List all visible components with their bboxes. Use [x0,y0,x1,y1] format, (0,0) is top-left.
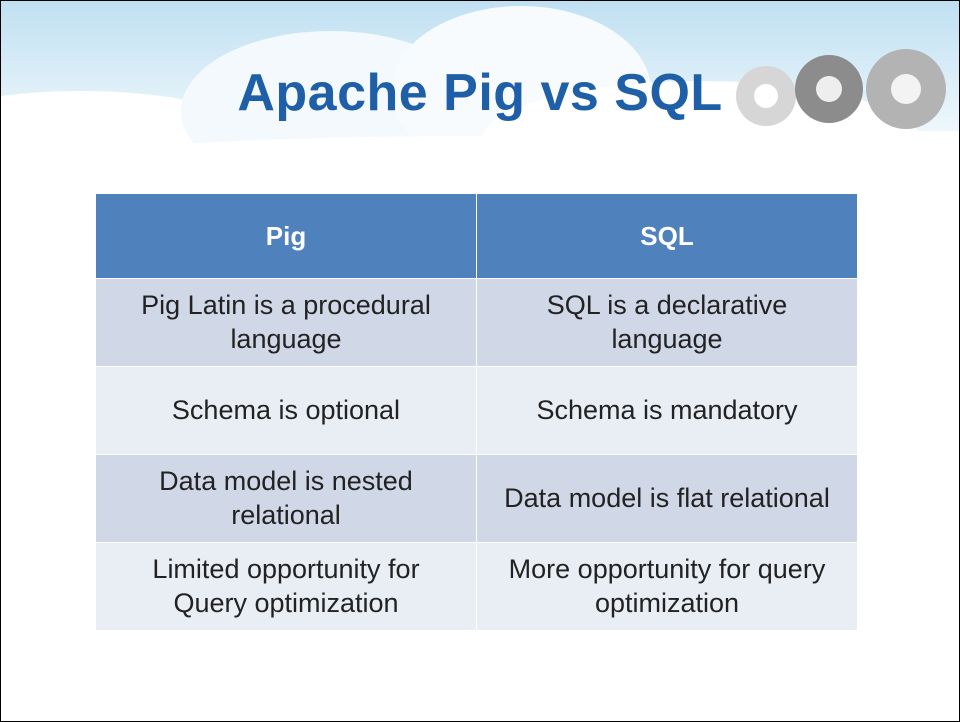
column-header: Pig [95,193,477,279]
table-cell: Pig Latin is a procedural language [95,278,477,367]
column-header: SQL [476,193,858,279]
table-cell: Limited opportunity for Query optimizati… [95,542,477,631]
table-cell: SQL is a declarative language [476,278,858,367]
gears [736,49,946,129]
table-row: Pig Latin is a procedural language SQL is… [95,278,858,367]
table-row: Data model is nested relational Data mode… [95,454,858,543]
table-cell: More opportunity for query optimization [476,542,858,631]
table-row: Schema is optional Schema is mandatory [95,366,858,455]
comparison-table: Pig SQL Pig Latin is a procedural langua… [95,193,858,631]
table-cell: Schema is optional [95,366,477,455]
slide-title: Apache Pig vs SQL [237,64,723,122]
table-cell: Data model is nested relational [95,454,477,543]
table-row: Limited opportunity for Query optimizati… [95,542,858,631]
cloud-background [1,1,959,201]
table-cell: Schema is mandatory [476,366,858,455]
table-cell: Data model is flat relational [476,454,858,543]
